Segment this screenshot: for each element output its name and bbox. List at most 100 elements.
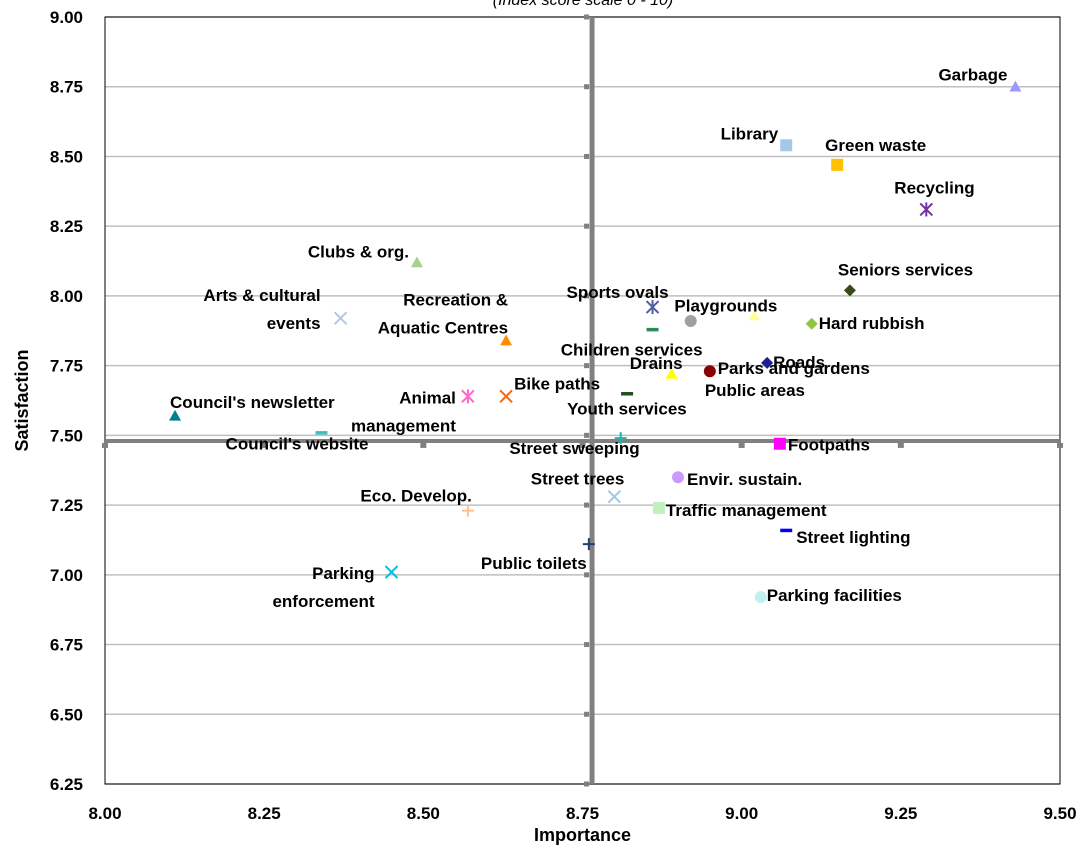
point-label: Footpaths [788, 436, 870, 455]
point-label: Recycling [894, 178, 974, 197]
point-label: Roads [773, 353, 825, 372]
y-tick-label: 6.75 [50, 636, 83, 655]
point-label: Drains [630, 354, 683, 373]
x-tick-label: 9.50 [1043, 804, 1076, 823]
point-label: Parking enforcement [272, 564, 374, 611]
x-axis-ticks: 8.00 8.25 8.50 8.75 9.00 9.25 9.50 [88, 804, 1076, 823]
quadrant-tick [261, 442, 268, 448]
quadrant-tick [584, 293, 590, 299]
data-point [607, 490, 622, 504]
point-label: Bike paths [514, 374, 600, 393]
data-point [169, 409, 182, 421]
quadrant-tick [584, 153, 590, 159]
data-point [499, 389, 513, 404]
point-label: Traffic management [666, 501, 827, 520]
y-tick-label: 7.75 [50, 357, 83, 376]
point-label: Library [721, 124, 779, 143]
x-tick-label: 9.00 [725, 804, 758, 823]
data-point [780, 528, 793, 533]
quadrant-tick [584, 502, 590, 508]
data-point [384, 565, 399, 579]
plot-area [104, 16, 1061, 785]
point-label: Garbage [938, 66, 1007, 85]
x-tick-label: 8.50 [407, 804, 440, 823]
quadrant-tick [102, 442, 108, 448]
point-label: Council's newsletter [170, 393, 335, 412]
quadrant-tick [584, 223, 590, 229]
data-point [315, 431, 328, 435]
point-label: Children services [561, 340, 703, 359]
x-axis-title: Importance [534, 825, 631, 845]
data-point [582, 538, 595, 551]
data-point [831, 158, 844, 171]
data-point [1009, 80, 1022, 92]
data-point [461, 389, 475, 404]
point-label: Seniors services [838, 260, 973, 279]
point-labels: Garbage Library Green waste Recycling Clubs … [170, 66, 1007, 611]
data-point [780, 139, 793, 152]
data-point [665, 368, 678, 379]
y-axis-title: Satisfaction [12, 349, 32, 451]
data-point [748, 309, 761, 321]
data-point [684, 315, 697, 328]
data-point [805, 317, 818, 330]
y-tick-label: 7.25 [50, 496, 83, 515]
point-label: Envir. sustain. [687, 470, 802, 489]
point-label: Green waste [825, 136, 926, 155]
data-point [919, 202, 934, 217]
quadrant-tick [1057, 442, 1063, 448]
point-label: Arts & cultural events [203, 286, 320, 333]
point-label: Parks and gardens [718, 359, 870, 378]
data-point [754, 591, 767, 604]
quadrant-tick [584, 84, 590, 90]
quadrant-tick [584, 14, 590, 20]
data-point [614, 432, 627, 445]
chart-subtitle: (Index score scale 0 - 10) [493, 0, 674, 9]
data-point [500, 334, 513, 346]
quadrant-tick [420, 442, 427, 448]
data-point [703, 365, 716, 378]
quadrant-lines [102, 14, 1063, 787]
point-label: Public toilets [481, 554, 587, 573]
data-point [773, 437, 786, 450]
point-label: Playgrounds [674, 296, 777, 315]
data-point [761, 356, 774, 369]
quadrant-tick [584, 781, 590, 787]
y-tick-label: 8.25 [50, 217, 83, 236]
data-point [646, 327, 659, 332]
y-tick-label: 8.50 [50, 147, 83, 166]
data-point [461, 504, 474, 517]
point-label: Street lighting [796, 528, 910, 547]
point-label: Sports ovals [566, 283, 668, 302]
quadrant-tick [579, 442, 586, 448]
data-point [652, 501, 665, 514]
point-label: Hard rubbish [819, 314, 925, 333]
point-label: Street sweeping [509, 439, 639, 458]
x-tick-label: 8.75 [566, 804, 599, 823]
point-label: Youth services [567, 400, 687, 419]
data-point [621, 392, 634, 396]
quadrant-tick [897, 442, 904, 448]
quadrant-tick [584, 711, 590, 717]
point-label: Clubs & org. [308, 242, 409, 261]
point-label: Council's website [226, 435, 369, 454]
y-tick-label: 8.75 [50, 78, 83, 97]
y-tick-label: 7.50 [50, 426, 83, 445]
data-point [333, 311, 348, 325]
point-label: Street trees [531, 470, 625, 489]
quadrant-tick [738, 442, 745, 448]
quadrant-tick [584, 572, 590, 578]
data-points [169, 80, 1022, 604]
data-point [410, 256, 423, 268]
y-tick-label: 9.00 [50, 8, 83, 27]
point-label: Recreation & Aquatic Centres [378, 291, 508, 338]
y-tick-label: 6.25 [50, 775, 83, 794]
x-tick-label: 9.25 [884, 804, 917, 823]
y-tick-label: 7.00 [50, 566, 83, 585]
y-axis-ticks: 6.25 6.50 6.75 7.00 7.25 7.50 7.75 8.00 8.25 8.50… [50, 8, 83, 794]
data-point [645, 300, 660, 315]
quadrant-tick [584, 363, 590, 369]
point-label: Animal management [351, 388, 456, 435]
point-label: Public areas [705, 381, 805, 400]
